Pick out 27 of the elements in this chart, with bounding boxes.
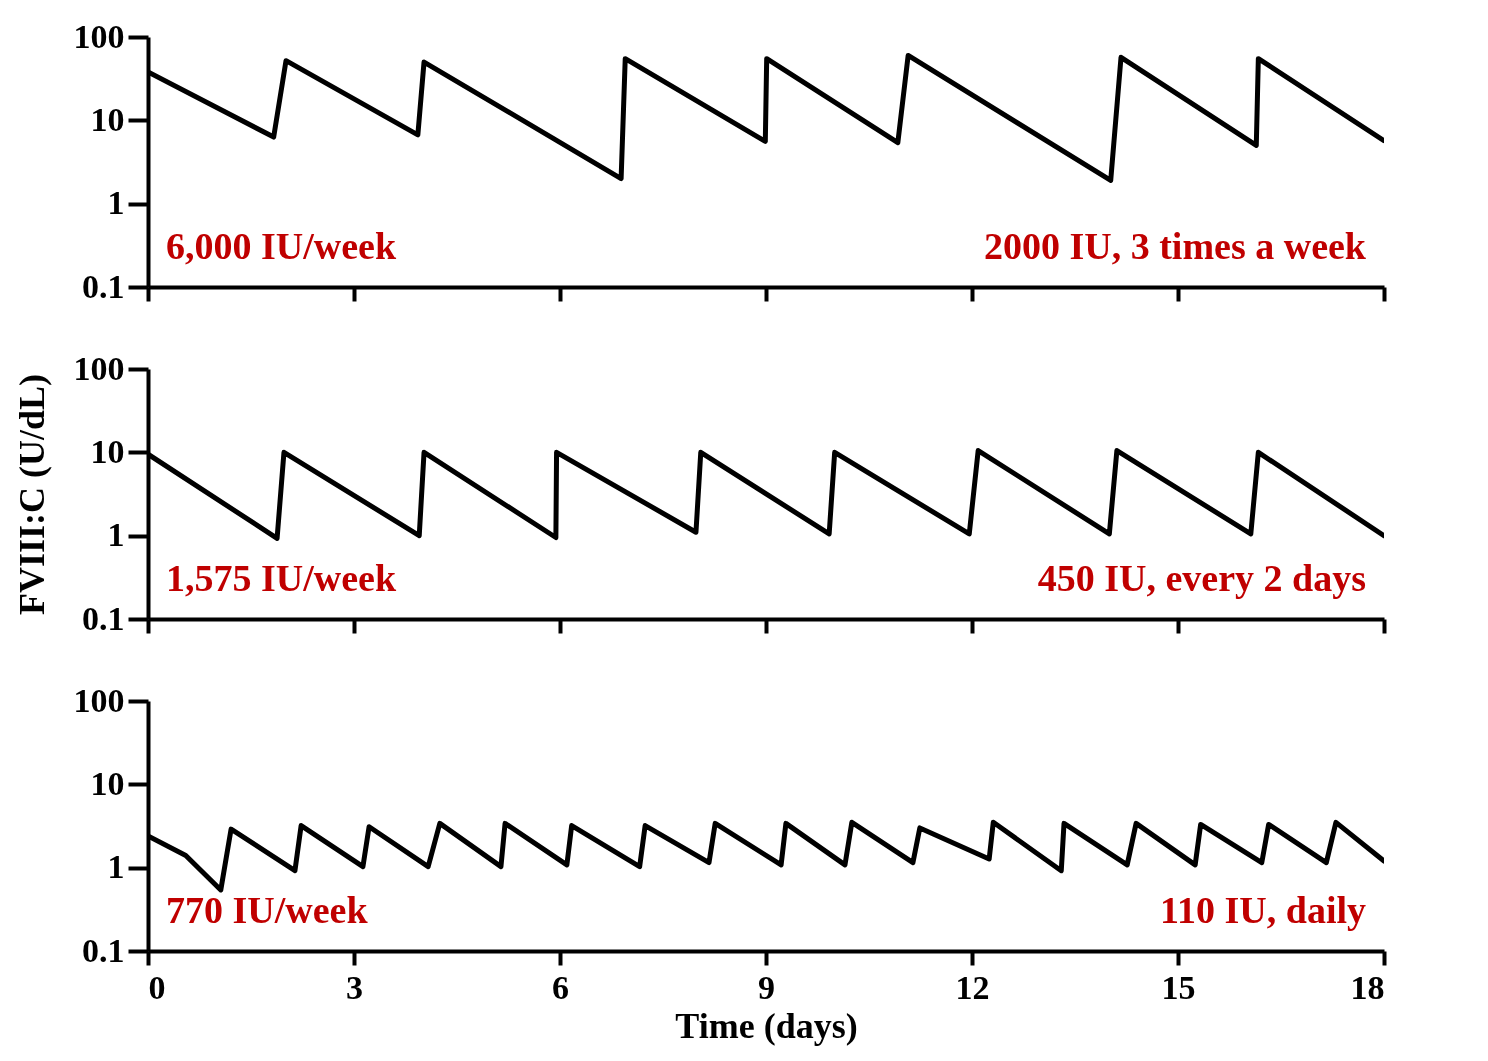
y-tick-label: 0.1 (82, 267, 125, 305)
annotation: 110 IU, daily (1160, 889, 1366, 931)
x-tick-label: 3 (346, 968, 363, 1006)
y-axis-title: FVIII:C (U/dL) (11, 373, 52, 616)
x-tick-label: 0 (148, 968, 166, 1006)
x-tick-label: 12 (955, 968, 990, 1006)
annotation: 1,575 IU/week (166, 557, 397, 599)
y-tick-label: 1 (107, 516, 125, 554)
y-tick-label: 10 (90, 764, 125, 802)
y-tick-label: 100 (73, 349, 125, 387)
y-tick-label: 10 (90, 100, 125, 138)
annotation: 2000 IU, 3 times a week (983, 225, 1367, 267)
x-tick-label: 9 (758, 968, 775, 1006)
annotation: 450 IU, every 2 days (1037, 557, 1366, 599)
y-tick-label: 100 (73, 681, 125, 719)
y-tick-label: 100 (73, 17, 125, 55)
annotation: 770 IU/week (166, 889, 369, 931)
annotation: 6,000 IU/week (166, 225, 397, 267)
x-axis-title: Time (days) (675, 1005, 858, 1046)
y-tick-label: 0.1 (82, 931, 125, 969)
y-tick-label: 1 (107, 848, 125, 886)
y-tick-label: 10 (90, 432, 125, 470)
x-tick-label: 18 (1350, 968, 1385, 1006)
x-tick-label: 15 (1161, 968, 1196, 1006)
y-tick-label: 0.1 (82, 599, 125, 637)
x-tick-label: 6 (552, 968, 569, 1006)
y-tick-label: 1 (107, 184, 125, 222)
